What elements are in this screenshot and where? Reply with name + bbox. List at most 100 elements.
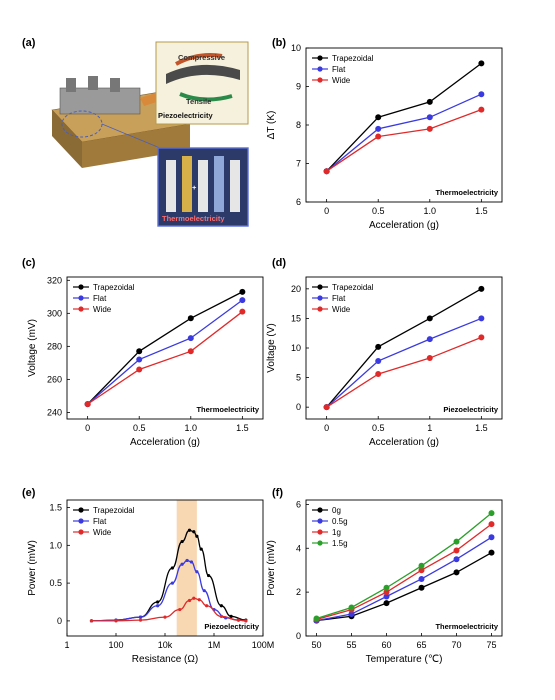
- data-point: [156, 600, 160, 604]
- legend-marker: [78, 518, 84, 524]
- legend-label: Wide: [332, 76, 351, 85]
- x-tick-label: 0: [85, 423, 90, 433]
- panel-annotation: Thermoelectricity: [196, 405, 259, 414]
- data-point: [488, 534, 495, 541]
- x-tick-label: 1.5: [475, 423, 488, 433]
- series-flat: [323, 315, 485, 411]
- x-tick-label: 50: [311, 640, 321, 650]
- y-tick-label: 7: [296, 159, 301, 169]
- data-point: [239, 308, 246, 315]
- series-line: [316, 523, 492, 621]
- panel-label: (f): [272, 487, 283, 499]
- panel-annotation: Piezoelectricity: [204, 622, 259, 631]
- y-tick-label: 10: [291, 343, 301, 353]
- data-point: [426, 98, 433, 105]
- y-axis-label: Power (mW): [27, 540, 38, 596]
- data-point: [313, 615, 320, 622]
- x-tick-label: 1.0: [424, 206, 437, 216]
- legend-marker: [78, 295, 84, 301]
- panel-annotation: Thermoelectricity: [435, 188, 498, 197]
- legend-label: Wide: [93, 305, 112, 314]
- data-point: [488, 510, 495, 517]
- device-side: [52, 110, 82, 168]
- y-tick-label: 240: [47, 407, 62, 417]
- data-point: [187, 528, 192, 532]
- x-tick-label: 100: [108, 640, 123, 650]
- data-point: [136, 356, 143, 363]
- panel-label: (d): [272, 257, 286, 269]
- y-axis-label: Voltage (mV): [27, 319, 38, 377]
- compressive-arrow: [175, 53, 223, 66]
- legend-marker: [317, 55, 323, 61]
- data-point: [199, 547, 203, 551]
- data-point: [426, 125, 433, 132]
- data-point: [453, 547, 460, 554]
- legend-label: Flat: [332, 65, 346, 74]
- panel-a-illustration: (a) Compressive Tensile Piezoelectricity…: [22, 37, 249, 227]
- data-point: [348, 611, 355, 618]
- series-flat: [89, 558, 248, 623]
- x-tick-label: 65: [416, 640, 426, 650]
- data-point: [478, 91, 485, 98]
- piezo-inset-label: Piezoelectricity: [158, 111, 213, 120]
- data-point: [478, 60, 485, 67]
- x-tick-label: 10k: [158, 640, 173, 650]
- y-tick-label: 20: [291, 284, 301, 294]
- data-point: [375, 114, 382, 121]
- data-point: [178, 607, 182, 612]
- plot-frame: [66, 276, 264, 420]
- legend-label: 0.5g: [332, 517, 348, 526]
- panel-annotation: Thermoelectricity: [435, 622, 498, 631]
- x-tick-label: 1.5: [475, 206, 488, 216]
- data-point: [375, 343, 382, 350]
- data-point: [136, 348, 143, 355]
- x-axis-label: Acceleration (g): [369, 437, 439, 448]
- legend-marker: [78, 529, 84, 535]
- data-point: [239, 288, 246, 295]
- data-point: [195, 534, 199, 538]
- legend-marker: [78, 284, 84, 290]
- y-tick-label: 1.5: [49, 503, 62, 513]
- data-point: [375, 133, 382, 140]
- y-axis-label: ΔT (K): [266, 111, 277, 140]
- data-point: [478, 106, 485, 113]
- series-line: [316, 552, 492, 622]
- series-line: [326, 288, 482, 408]
- panel-annotation: Piezoelectricity: [443, 405, 498, 414]
- y-axis-label: Power (mW): [266, 540, 277, 596]
- tensile-label: Tensile: [186, 97, 211, 106]
- chart-panel-3: (d) 0 0.5 1 1.5 0 5 10 15 20 Acceleration (g) Volta…: [266, 257, 503, 448]
- device-front: [82, 124, 190, 168]
- data-point: [375, 358, 382, 365]
- x-tick-label: 0.5: [372, 423, 385, 433]
- tensile-arrow: [179, 92, 233, 102]
- data-point: [426, 315, 433, 322]
- y-tick-label: 10: [291, 43, 301, 53]
- data-point: [453, 556, 460, 563]
- data-point: [189, 560, 194, 564]
- clamp-block: [59, 87, 141, 115]
- data-point: [156, 604, 160, 608]
- thermo-leg-2: [182, 156, 192, 212]
- data-point: [478, 334, 485, 341]
- legend-marker: [317, 306, 323, 312]
- thermo-leg-1: [166, 160, 176, 212]
- clamp-post-1: [66, 78, 76, 92]
- panel-label: (c): [22, 257, 36, 269]
- legend-label: Trapezoidal: [93, 506, 135, 515]
- clamp-post-3: [110, 78, 120, 92]
- x-axis-label: Acceleration (g): [130, 437, 200, 448]
- chart-panel-1: (b) 0 0.5 1.0 1.5 6 7 8 9 10 Acceleration (g) ΔT (K…: [266, 37, 503, 231]
- series-line: [91, 559, 246, 622]
- data-point: [202, 589, 206, 593]
- series-line: [326, 108, 482, 172]
- y-tick-label: 15: [291, 313, 301, 323]
- y-tick-label: 9: [296, 82, 301, 92]
- y-tick-label: 1.0: [49, 540, 62, 550]
- data-point: [219, 614, 223, 618]
- data-point: [192, 530, 196, 534]
- data-point: [418, 567, 425, 574]
- series-wide: [84, 308, 246, 408]
- data-point: [383, 589, 390, 596]
- data-point: [219, 604, 223, 608]
